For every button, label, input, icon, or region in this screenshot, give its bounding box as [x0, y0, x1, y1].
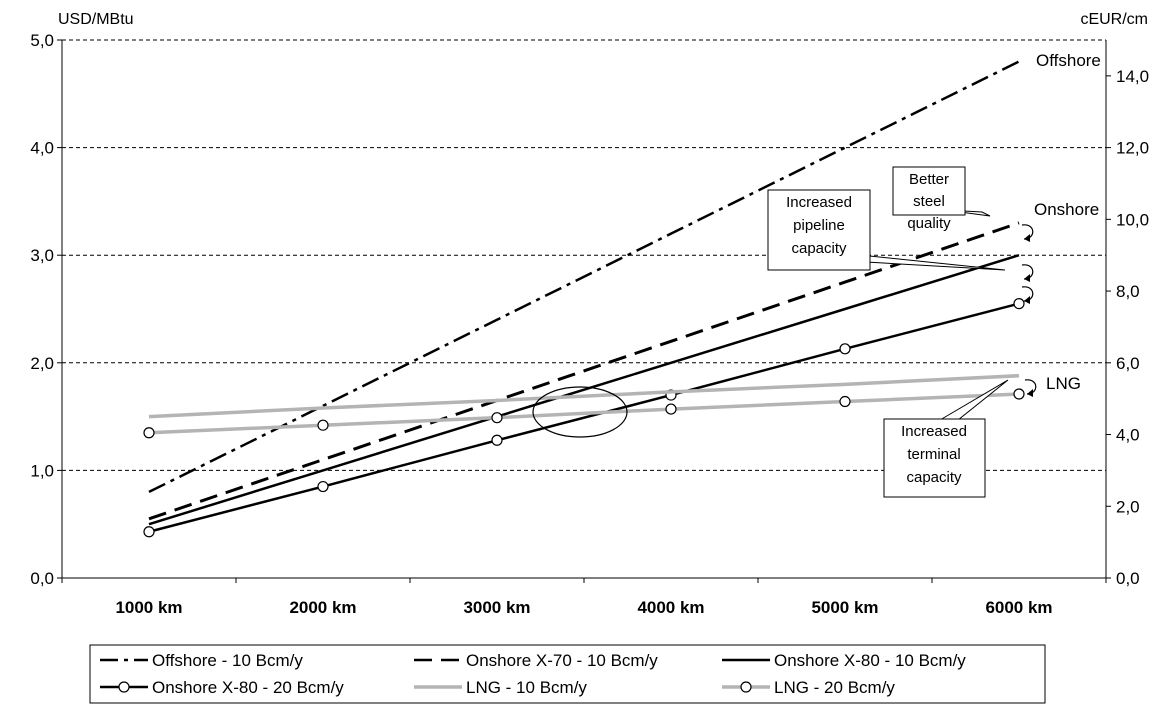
crossover-ellipse — [532, 386, 628, 438]
annotations: Offshore Onshore LNG Better steel quality Incr… — [532, 51, 1101, 498]
callout-text: steel — [913, 193, 945, 210]
data-point — [491, 412, 503, 424]
y-tick-label-right: 0,0 — [1116, 569, 1140, 588]
callout-box — [767, 189, 871, 271]
data-point — [665, 403, 677, 415]
callout-text: capacity — [791, 240, 847, 257]
callout-text: Better — [909, 171, 949, 188]
x-tick-label: 4000 km — [637, 598, 704, 617]
series-line — [148, 60, 1020, 494]
gridlines — [62, 39, 1106, 471]
y-tick-label-left: 2,0 — [30, 354, 54, 373]
callout-text: pipeline — [793, 217, 845, 234]
legend-label: LNG - 10 Bcm/y — [466, 678, 587, 697]
data-point — [143, 427, 155, 439]
data-point — [491, 434, 503, 446]
callout-text: Increased — [901, 423, 967, 440]
data-point — [317, 480, 329, 493]
y-tick-label-left: 3,0 — [30, 246, 54, 265]
data-point — [143, 526, 155, 538]
series-lines — [143, 60, 1025, 538]
legend: Offshore - 10 Bcm/y Onshore X-70 - 10 Bcm… — [89, 644, 1046, 704]
y-tick-label-left: 1,0 — [30, 461, 54, 480]
y-tick-label-right: 6,0 — [1116, 354, 1140, 373]
series-line — [148, 392, 1020, 435]
callout-text: quality — [907, 215, 951, 232]
y-tick-label-right: 2,0 — [1116, 497, 1140, 516]
data-point — [839, 343, 851, 355]
legend-label: Offshore - 10 Bcm/y — [152, 651, 303, 670]
x-tick-label: 3000 km — [463, 598, 530, 617]
callout-leader — [858, 254, 1006, 271]
curved-arrow-head — [1024, 274, 1030, 282]
annotation-label: LNG — [1046, 374, 1081, 393]
data-point — [1013, 388, 1025, 400]
x-tick-label: 1000 km — [115, 598, 182, 617]
series-line — [148, 373, 1020, 419]
annotation-label: Offshore — [1036, 51, 1101, 70]
y-axis-label-left: USD/MBtu — [58, 11, 134, 28]
legend-label: Onshore X-80 - 10 Bcm/y — [774, 651, 966, 670]
data-point — [1013, 298, 1025, 310]
x-tick-label: 6000 km — [985, 598, 1052, 617]
legend-label: Onshore X-70 - 10 Bcm/y — [466, 651, 658, 670]
y-tick-label-right: 12,0 — [1116, 139, 1149, 158]
legend-label: LNG - 20 Bcm/y — [774, 678, 895, 697]
curved-arrow-head — [1024, 234, 1030, 242]
series-line — [148, 302, 1020, 533]
annotation-label: Onshore — [1034, 200, 1099, 219]
y-tick-label-left: 5,0 — [30, 31, 54, 50]
data-point — [317, 419, 329, 431]
legend-marker — [740, 681, 752, 693]
y-tick-label-left: 4,0 — [30, 139, 54, 158]
legend-label: Onshore X-80 - 20 Bcm/y — [152, 678, 344, 697]
callout-box — [892, 166, 966, 216]
x-tick-label: 2000 km — [289, 598, 356, 617]
axes — [57, 39, 1111, 583]
y-tick-label-right: 4,0 — [1116, 426, 1140, 445]
y-axis-label-right: cEUR/cm — [1080, 11, 1148, 28]
legend-marker — [118, 681, 130, 693]
data-point — [839, 395, 851, 408]
y-tick-label-left: 0,0 — [30, 569, 54, 588]
callout-text: Increased — [786, 194, 852, 211]
callout-text: capacity — [906, 469, 962, 486]
y-tick-label-right: 10,0 — [1116, 210, 1149, 229]
y-tick-label-right: 8,0 — [1116, 282, 1140, 301]
callout-leader — [938, 379, 1009, 421]
callout-box — [883, 418, 986, 498]
series-line — [148, 221, 1020, 521]
callout-text: terminal — [907, 446, 960, 463]
series-line — [148, 254, 1020, 526]
tick-labels: 0,0 1,0 2,0 3,0 4,0 5,0 0,0 2,0 4,0 6,0 8,0 10,0 12,… — [30, 11, 1149, 617]
curved-arrow-head — [1027, 389, 1033, 397]
x-tick-label: 5000 km — [811, 598, 878, 617]
y-tick-label-right: 14,0 — [1116, 67, 1149, 86]
curved-arrow-head — [1024, 296, 1030, 304]
legend-box — [89, 644, 1046, 704]
